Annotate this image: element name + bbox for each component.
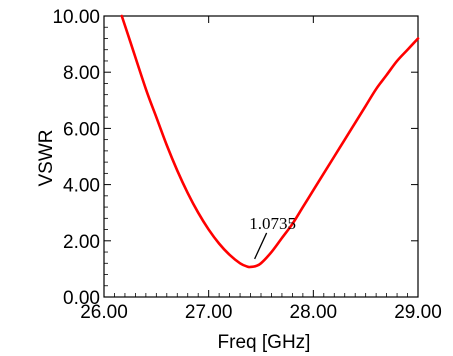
axes: [103, 15, 419, 298]
vswr-series-line: [120, 14, 420, 269]
y-tick-label: 0.00: [63, 288, 100, 309]
y-tick-label: 2.00: [63, 232, 100, 253]
annotation-pointer: [254, 232, 268, 260]
x-tick-label: 27.00: [185, 302, 233, 323]
y-tick-label: 4.00: [63, 176, 100, 197]
y-tick-label: 6.00: [63, 119, 100, 140]
y-axis-title: VSWR: [36, 130, 57, 187]
x-tick-label: 28.00: [290, 302, 338, 323]
y-tick-label: 10.00: [52, 7, 100, 28]
annotation-label: 1.0735: [249, 214, 296, 233]
ticks: [103, 15, 419, 298]
series-group: [120, 14, 420, 269]
annotations: 1.0735: [249, 214, 296, 260]
tick-labels: 26.00 27.00 28.00 29.00 0.00 2.00 4.00 6.00 8.00…: [52, 7, 441, 323]
x-tick-label: 29.00: [394, 302, 442, 323]
x-tick-label: 26.00: [80, 302, 128, 323]
y-tick-label: 8.00: [63, 63, 100, 84]
plot-frame: [103, 15, 419, 298]
x-axis-title: Freq [GHz]: [218, 332, 311, 353]
